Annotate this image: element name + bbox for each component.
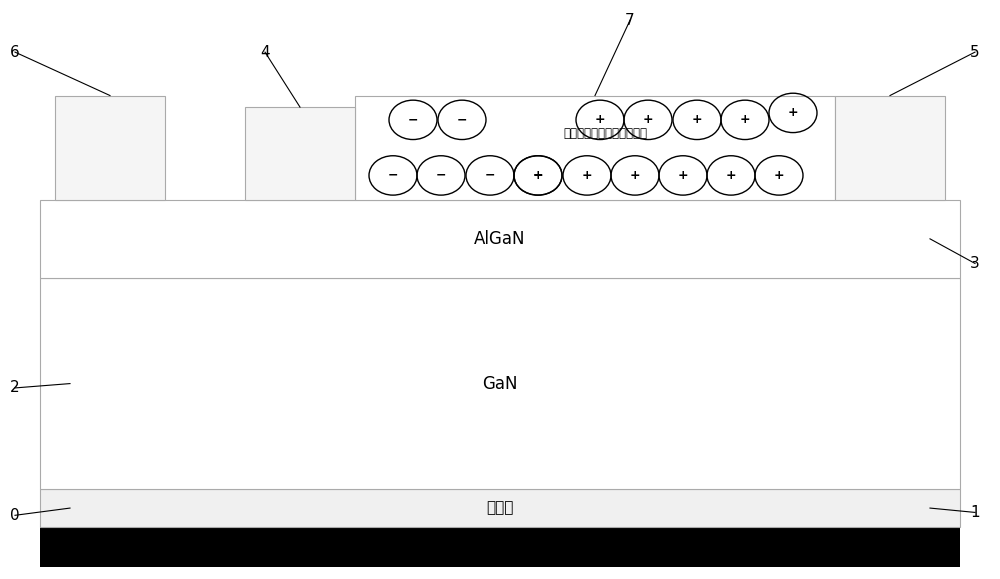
Text: 5: 5 <box>970 45 980 60</box>
Text: GaN: GaN <box>482 375 518 393</box>
Text: +: + <box>726 169 736 182</box>
Bar <box>40 489 960 527</box>
Text: +: + <box>595 113 605 126</box>
Text: −: − <box>485 169 495 182</box>
Text: +: + <box>678 169 688 182</box>
Text: 缓冲层: 缓冲层 <box>486 501 514 515</box>
Text: 漏极: 漏极 <box>881 140 899 155</box>
Text: AlGaN: AlGaN <box>474 230 526 248</box>
Text: −: − <box>388 169 398 182</box>
Bar <box>355 96 835 200</box>
Text: −: − <box>436 169 446 182</box>
Text: +: + <box>692 113 702 126</box>
Text: +: + <box>788 107 798 119</box>
Text: 3: 3 <box>970 256 980 271</box>
Text: 4: 4 <box>260 45 270 60</box>
Text: 2: 2 <box>10 380 20 395</box>
Text: 6: 6 <box>10 45 20 60</box>
Text: 栅极: 栅极 <box>291 146 309 161</box>
Text: 7: 7 <box>625 13 635 28</box>
Text: −: − <box>457 113 467 126</box>
Text: −: − <box>533 169 543 182</box>
Bar <box>40 278 960 489</box>
Text: 1: 1 <box>970 505 980 520</box>
Bar <box>40 200 960 278</box>
Text: +: + <box>740 113 750 126</box>
Text: 源极: 源极 <box>101 140 119 155</box>
Text: +: + <box>643 113 653 126</box>
Text: −: − <box>408 113 418 126</box>
Text: +: + <box>774 169 784 182</box>
Text: +: + <box>630 169 640 182</box>
Text: +: + <box>582 169 592 182</box>
Text: 0: 0 <box>10 508 20 523</box>
Text: 锶化层（内有电荷补偿层）: 锶化层（内有电荷补偿层） <box>563 127 647 140</box>
Bar <box>55 96 165 200</box>
Bar <box>835 96 945 200</box>
Bar <box>40 527 960 567</box>
Bar <box>245 107 355 200</box>
Text: +: + <box>533 169 543 182</box>
